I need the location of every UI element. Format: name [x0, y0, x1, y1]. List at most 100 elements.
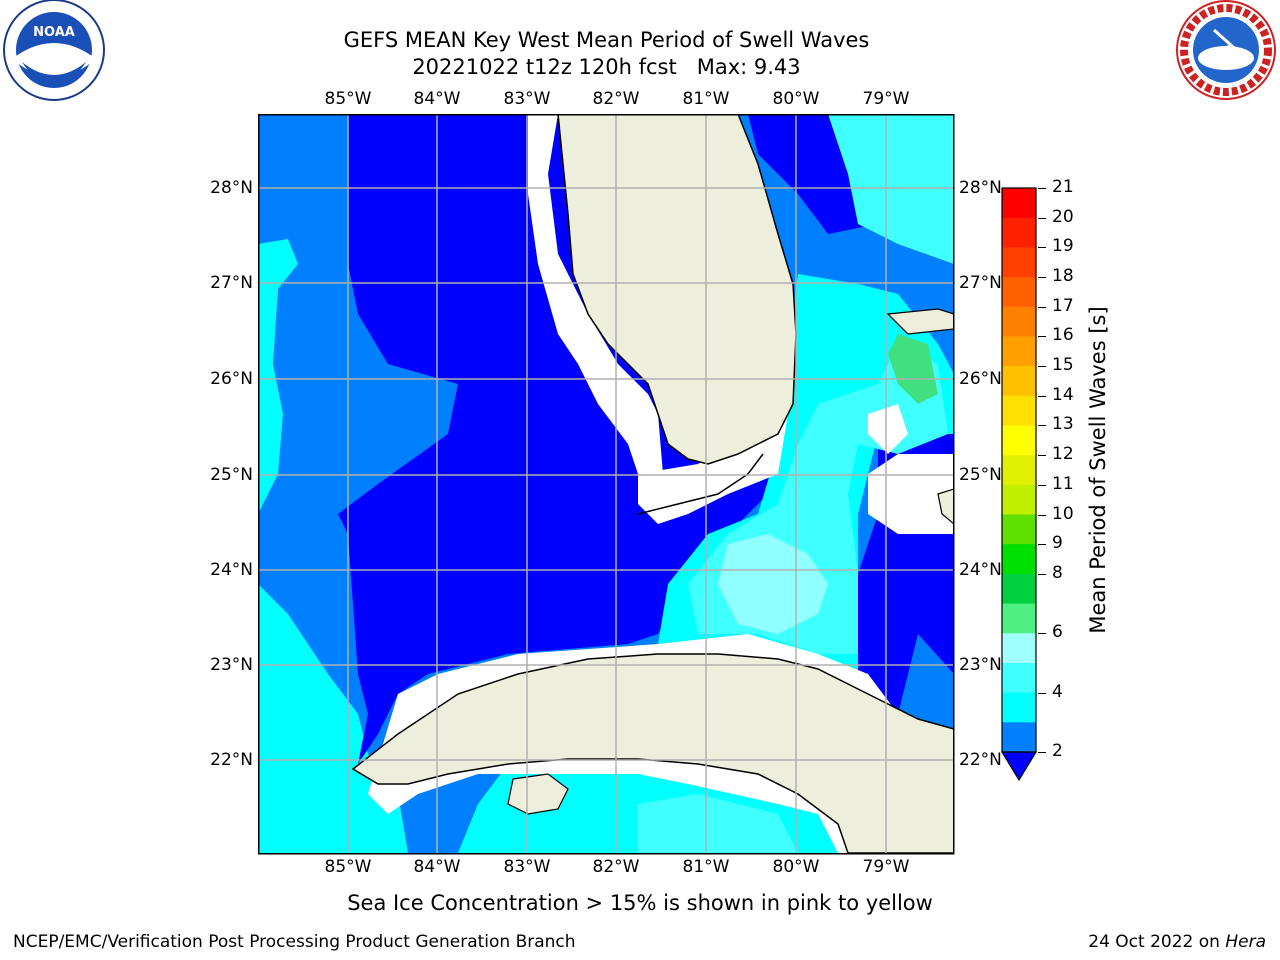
colorbar-tick-label: 20 — [1052, 206, 1074, 227]
colorbar-tick-label: 18 — [1052, 266, 1074, 287]
colorbar-tick-label: 21 — [1052, 177, 1074, 197]
lat-label-left: 28°N — [210, 178, 253, 198]
colorbar-tick-label: 17 — [1052, 295, 1074, 316]
lat-label-left: 22°N — [210, 750, 253, 770]
noaa-logo: NOAA — [3, 0, 105, 101]
colorbar-segment — [1002, 633, 1036, 664]
grand-bahama — [886, 308, 954, 335]
lon-label-bottom: 79°W — [862, 857, 910, 877]
colorbar-tick-label: 19 — [1052, 236, 1074, 257]
colorbar-tick-mark — [1038, 395, 1046, 397]
colorbar-tick-label: 11 — [1052, 473, 1074, 494]
colorbar-segment — [1002, 544, 1036, 575]
nodata-andros — [868, 454, 954, 534]
map-frame — [258, 114, 955, 855]
colorbar-tick-mark — [1038, 573, 1046, 575]
colorbar-tick-mark — [1038, 425, 1046, 427]
lat-label-left: 27°N — [210, 273, 253, 293]
lon-label-top: 80°W — [772, 89, 820, 109]
colorbar-segment — [1002, 603, 1036, 634]
colorbar-tick-label: 10 — [1052, 503, 1074, 524]
florida-land — [557, 114, 797, 465]
colorbar-frame — [1001, 187, 1037, 753]
lon-label-top: 84°W — [413, 89, 461, 109]
footer-date: 24 Oct 2022 on Hera — [1088, 932, 1266, 952]
colorbar-segment — [1002, 395, 1036, 426]
nodata-florida-west — [528, 114, 663, 474]
lat-label-right: 26°N — [959, 369, 1002, 389]
lat-label-right: 22°N — [959, 750, 1002, 770]
map-title-line2: 20221022 t12z 120h fcst Max: 9.43 — [412, 55, 801, 79]
colorbar-tick-mark — [1038, 692, 1046, 694]
colorbar-segment — [1002, 247, 1036, 278]
isle-of-youth — [507, 773, 569, 815]
colorbar-tick-mark — [1038, 544, 1046, 546]
water-band-6-8-south — [638, 794, 798, 853]
colorbar-tick-label: 12 — [1052, 444, 1074, 465]
footer-machine: Hera — [1225, 932, 1266, 952]
lon-label-bottom: 80°W — [772, 857, 820, 877]
colorbar-tick-label: 9 — [1052, 533, 1063, 554]
colorbar-tick-mark — [1038, 217, 1046, 219]
andros-island — [937, 488, 954, 525]
colorbar-segment — [1002, 425, 1036, 456]
lon-label-top: 82°W — [592, 89, 640, 109]
colorbar-segments — [1002, 188, 1036, 753]
nodata-bahamas — [868, 404, 908, 454]
lat-label-right: 27°N — [959, 273, 1002, 293]
lon-label-bottom: 83°W — [503, 857, 551, 877]
colorbar-segment — [1002, 455, 1036, 486]
colorbar-segment — [1002, 573, 1036, 605]
colorbar-segment — [1002, 514, 1036, 545]
lon-label-bottom: 81°W — [682, 857, 730, 877]
sea-ice-note: Sea Ice Concentration > 15% is shown in … — [347, 891, 933, 915]
water-band-8-9 — [718, 534, 828, 634]
colorbar-tick-mark — [1038, 247, 1046, 249]
colorbar-tick-mark — [1038, 366, 1046, 368]
colorbar — [1000, 187, 1038, 782]
noaa-logo-text: NOAA — [33, 25, 75, 40]
colorbar-tick-mark — [1038, 277, 1046, 279]
lon-label-bottom: 82°W — [592, 857, 640, 877]
colorbar-tick-mark — [1038, 306, 1046, 308]
lat-label-left: 23°N — [210, 655, 253, 675]
lon-label-top: 79°W — [862, 89, 910, 109]
lon-label-top: 83°W — [503, 89, 551, 109]
colorbar-segment — [1002, 306, 1036, 337]
lat-label-left: 24°N — [210, 560, 253, 580]
lat-label-left: 25°N — [210, 465, 253, 485]
colorbar-segment — [1002, 484, 1036, 516]
colorbar-segment — [1002, 692, 1036, 723]
cuba-land — [351, 653, 954, 853]
colorbar-underflow-arrow — [1000, 751, 1038, 782]
colorbar-tick-mark — [1038, 484, 1046, 486]
colorbar-segment — [1002, 366, 1036, 397]
colorbar-tick-label: 6 — [1052, 622, 1063, 643]
map-panel — [258, 114, 955, 855]
colorbar-tick-label: 13 — [1052, 414, 1074, 435]
colorbar-tick-mark — [1038, 633, 1046, 635]
colorbar-tick-label: 4 — [1052, 681, 1063, 702]
water-band-4-6-north — [828, 114, 954, 264]
map-title-line1: GEFS MEAN Key West Mean Period of Swell … — [343, 28, 870, 52]
colorbar-tick-mark — [1038, 336, 1046, 338]
lat-label-right: 25°N — [959, 465, 1002, 485]
lon-label-bottom: 84°W — [413, 857, 461, 877]
colorbar-tick-mark — [1038, 514, 1046, 516]
colorbar-segment — [1002, 336, 1036, 367]
colorbar-title: Mean Period of Swell Waves [s] — [1086, 306, 1110, 634]
lon-label-bottom: 85°W — [324, 857, 372, 877]
footer-date-text: 24 Oct 2022 on — [1088, 932, 1226, 952]
florida-keys — [637, 453, 764, 515]
lon-label-top: 85°W — [324, 89, 372, 109]
water-band-9-10 — [888, 334, 938, 404]
colorbar-tick-label: 14 — [1052, 384, 1074, 405]
colorbar-segment — [1002, 277, 1036, 308]
lon-label-top: 81°W — [682, 89, 730, 109]
colorbar-segment — [1002, 217, 1036, 248]
lat-label-right: 23°N — [959, 655, 1002, 675]
colorbar-segment — [1002, 662, 1036, 694]
graticule — [258, 114, 954, 853]
water-band-4-6-west — [258, 239, 298, 514]
colorbar-segment — [1002, 188, 1036, 219]
